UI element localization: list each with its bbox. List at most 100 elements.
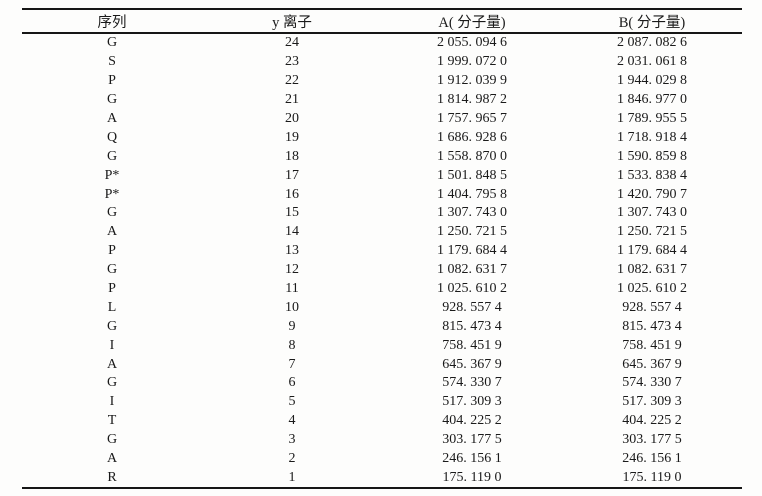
cell-a-mass: 758. 451 9: [442, 337, 502, 353]
cell-y-ion: 16: [285, 186, 299, 202]
cell-y-ion: 8: [288, 337, 296, 353]
cell-sequence: P: [108, 281, 116, 297]
cell-y-ion: 7: [288, 356, 296, 372]
cell-b-mass: 1 250. 721 5: [617, 224, 687, 240]
cell-a-mass: 1 501. 848 5: [437, 167, 507, 183]
table-row: G 6 574. 330 7 574. 330 7: [22, 374, 742, 393]
header-row: 序列 y 离子 A( 分子量) B( 分子量): [22, 9, 742, 34]
table-row: G 9 815. 473 4 815. 473 4: [22, 317, 742, 336]
cell-b-mass: 758. 451 9: [622, 337, 682, 353]
cell-a-mass: 303. 177 5: [442, 432, 502, 448]
table-body: G 24 2 055. 094 6 2 087. 082 6 S 23 1 99…: [22, 33, 742, 488]
cell-y-ion: 9: [288, 318, 296, 334]
cell-y-ion: 24: [285, 35, 299, 51]
table-row: P 22 1 912. 039 9 1 944. 029 8: [22, 72, 742, 91]
cell-b-mass: 1 179. 684 4: [617, 243, 687, 259]
cell-a-mass: 246. 156 1: [442, 451, 502, 467]
table-row: P* 16 1 404. 795 8 1 420. 790 7: [22, 185, 742, 204]
cell-y-ion: 1: [288, 469, 296, 485]
cell-b-mass: 404. 225 2: [622, 413, 682, 429]
table-row: R 1 175. 119 0 175. 119 0: [22, 468, 742, 488]
cell-y-ion: 22: [285, 73, 299, 89]
cell-y-ion: 12: [285, 262, 299, 278]
ion-mass-table: 序列 y 离子 A( 分子量) B( 分子量) G 24 2 055. 094 …: [22, 8, 742, 490]
cell-b-mass: 303. 177 5: [622, 432, 682, 448]
cell-a-mass: 2 055. 094 6: [437, 35, 507, 51]
table-row: P 13 1 179. 684 4 1 179. 684 4: [22, 242, 742, 261]
cell-y-ion: 11: [285, 281, 299, 297]
cell-y-ion: 23: [285, 54, 299, 70]
cell-sequence: P: [108, 73, 116, 89]
table-row: A 7 645. 367 9 645. 367 9: [22, 355, 742, 374]
table-row: T 4 404. 225 2 404. 225 2: [22, 412, 742, 431]
cell-a-mass: 1 814. 987 2: [437, 92, 507, 108]
cell-b-mass: 1 846. 977 0: [617, 92, 687, 108]
cell-a-mass: 574. 330 7: [442, 375, 502, 391]
cell-sequence: Q: [106, 129, 118, 145]
table-row: G 24 2 055. 094 6 2 087. 082 6: [22, 33, 742, 53]
cell-y-ion: 20: [285, 111, 299, 126]
cell-b-mass: 1 307. 743 0: [617, 205, 687, 221]
table-row: A 20 1 757. 965 7 1 789. 955 5: [22, 110, 742, 129]
cell-sequence: P: [108, 243, 116, 259]
cell-b-mass: 1 420. 790 7: [617, 186, 687, 202]
cell-b-mass: 2 031. 061 8: [617, 54, 687, 70]
cell-a-mass: 1 082. 631 7: [437, 262, 507, 278]
cell-b-mass: 645. 367 9: [622, 356, 682, 372]
table-row: A 14 1 250. 721 5 1 250. 721 5: [22, 223, 742, 242]
cell-sequence: G: [106, 375, 118, 391]
table-row: S 23 1 999. 072 0 2 031. 061 8: [22, 53, 742, 72]
cell-sequence: A: [106, 356, 118, 372]
cell-sequence: G: [106, 35, 118, 51]
cell-b-mass: 815. 473 4: [622, 318, 682, 334]
cell-sequence: L: [107, 299, 117, 315]
cell-y-ion: 14: [285, 224, 299, 240]
cell-b-mass: 1 025. 610 2: [617, 281, 687, 297]
cell-y-ion: 15: [285, 205, 299, 221]
cell-sequence: G: [106, 92, 118, 108]
cell-b-mass: 2 087. 082 6: [617, 35, 687, 51]
cell-sequence: I: [109, 394, 115, 410]
cell-sequence: A: [106, 224, 118, 240]
cell-a-mass: 1 757. 965 7: [437, 111, 507, 126]
col-header-b-mass: B( 分子量): [562, 9, 742, 34]
cell-a-mass: 1 912. 039 9: [437, 73, 507, 89]
cell-sequence: R: [107, 469, 117, 485]
cell-sequence: G: [106, 318, 118, 334]
cell-sequence: G: [106, 432, 118, 448]
cell-a-mass: 1 179. 684 4: [437, 243, 507, 259]
table-row: A 2 246. 156 1 246. 156 1: [22, 450, 742, 469]
cell-sequence: G: [106, 148, 118, 164]
col-header-y-ion: y 离子: [202, 9, 382, 34]
cell-y-ion: 13: [285, 243, 299, 259]
cell-a-mass: 517. 309 3: [442, 394, 502, 410]
cell-a-mass: 1 686. 928 6: [437, 129, 507, 145]
table-row: I 5 517. 309 3 517. 309 3: [22, 393, 742, 412]
table-row: I 8 758. 451 9 758. 451 9: [22, 336, 742, 355]
cell-sequence: P*: [104, 186, 120, 202]
cell-y-ion: 6: [288, 375, 296, 391]
cell-sequence: G: [106, 262, 118, 278]
cell-sequence: S: [108, 54, 116, 70]
cell-b-mass: 1 944. 029 8: [617, 73, 687, 89]
cell-sequence: I: [109, 337, 115, 353]
cell-b-mass: 1 590. 859 8: [617, 148, 687, 164]
cell-a-mass: 1 404. 795 8: [437, 186, 507, 202]
cell-b-mass: 1 718. 918 4: [617, 129, 687, 145]
table-row: P 11 1 025. 610 2 1 025. 610 2: [22, 280, 742, 299]
cell-b-mass: 1 789. 955 5: [617, 111, 687, 126]
cell-y-ion: 21: [285, 92, 299, 108]
cell-b-mass: 1 082. 631 7: [617, 262, 687, 278]
cell-a-mass: 928. 557 4: [442, 299, 502, 315]
cell-a-mass: 1 307. 743 0: [437, 205, 507, 221]
table-row: G 18 1 558. 870 0 1 590. 859 8: [22, 147, 742, 166]
cell-b-mass: 175. 119 0: [622, 469, 682, 485]
cell-y-ion: 2: [288, 451, 296, 467]
cell-a-mass: 404. 225 2: [442, 413, 502, 429]
cell-y-ion: 5: [288, 394, 296, 410]
cell-sequence: G: [106, 205, 118, 221]
cell-sequence: T: [107, 413, 117, 429]
cell-a-mass: 1 558. 870 0: [437, 148, 507, 164]
table-row: G 12 1 082. 631 7 1 082. 631 7: [22, 261, 742, 280]
